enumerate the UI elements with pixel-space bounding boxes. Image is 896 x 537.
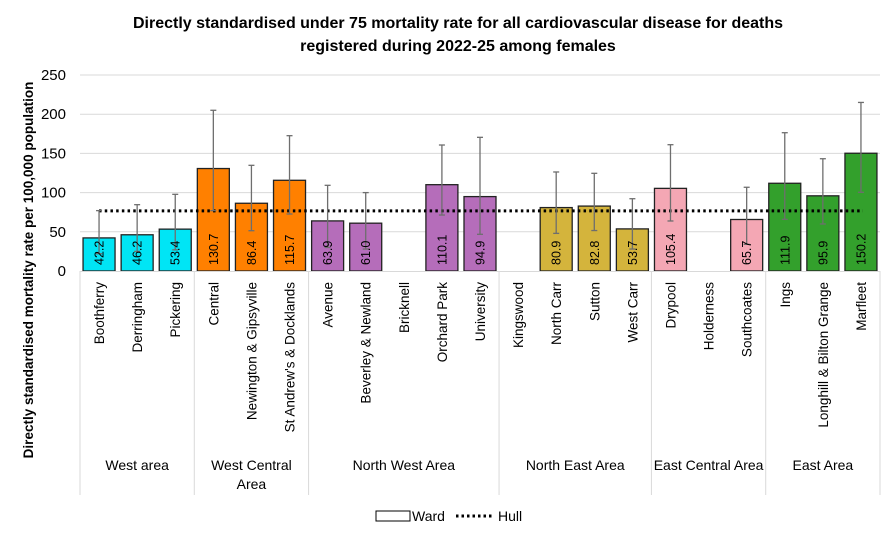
x-axis: Boothferry Derringham Pickering West area Ce…: [79, 271, 881, 495]
bars: [82, 152, 878, 272]
x-tick-label: Southcoates: [740, 282, 755, 357]
x-tick-label: Holderness: [702, 282, 717, 351]
x-tick-label: Sutton: [587, 282, 602, 321]
data-label: 111.9: [778, 236, 792, 265]
data-label: 95.9: [816, 241, 830, 265]
x-tick-label: St Andrew's & Docklands: [283, 282, 298, 433]
y-tick-label: 100: [41, 185, 66, 202]
y-tick-label: 150: [41, 145, 66, 162]
x-tick-label: Longhill & Bilton Grange: [816, 282, 831, 428]
legend: Ward Hull: [375, 508, 522, 524]
x-tick-label: Central: [206, 282, 221, 326]
x-tick-label: Marfleet: [854, 282, 869, 331]
data-labels: 42.2 46.2 53.4 130.7 86.4 115.7 63.9 61.0 110.1 9…: [93, 234, 869, 265]
data-label: 130.7: [207, 234, 221, 265]
x-tick-label: Drypool: [663, 282, 678, 329]
data-label: 110.1: [435, 235, 449, 265]
x-tick-label: University: [473, 282, 488, 342]
x-tick-label: Bricknell: [397, 282, 412, 333]
group-label: North East Area: [526, 457, 625, 473]
y-tick-label: 0: [58, 263, 66, 280]
chart-title-line-1: Directly standardised under 75 mortality…: [133, 15, 783, 32]
data-label: 105.4: [664, 234, 678, 265]
x-tick-label: West Carr: [625, 282, 640, 343]
x-tick-label: Pickering: [168, 282, 183, 338]
y-tick-label: 250: [41, 67, 66, 84]
data-label: 53.4: [169, 241, 183, 265]
chart-title-line-2: registered during 2022-25 among females: [300, 38, 616, 55]
data-label: 150.2: [854, 234, 868, 265]
data-label: 80.9: [550, 241, 564, 265]
x-tick-label: Avenue: [321, 282, 336, 328]
data-label: 63.9: [321, 241, 335, 265]
data-label: 94.9: [474, 241, 488, 265]
x-tick-label: Derringham: [130, 282, 145, 353]
data-label: 61.0: [359, 241, 373, 265]
group-label: East Area: [793, 457, 854, 473]
x-tick-label: Kingswood: [511, 282, 526, 348]
legend-hull-label: Hull: [498, 508, 522, 524]
group-label: North West Area: [353, 457, 456, 473]
data-label: 65.7: [740, 241, 754, 265]
y-axis-title: Directly standardised mortality rate per…: [21, 82, 36, 459]
group-label: West area: [105, 457, 169, 473]
error-bars: [96, 101, 864, 255]
group-label: West Central Area: [211, 457, 292, 492]
data-label: 46.2: [131, 241, 145, 265]
data-label: 42.2: [93, 241, 107, 265]
y-tick-label: 50: [49, 224, 66, 241]
data-label: 115.7: [283, 235, 297, 265]
x-tick-label: Orchard Park: [435, 282, 450, 363]
group-label: East Central Area: [654, 457, 764, 473]
x-tick-label: North Carr: [549, 282, 564, 346]
y-axis-ticks: 0 50 100 150 200 250: [41, 67, 66, 280]
legend-ward-swatch: [375, 510, 411, 522]
x-tick-label: Ings: [778, 282, 793, 308]
data-label: 82.8: [588, 241, 602, 265]
x-tick-label: Beverley & Newland: [359, 282, 374, 404]
data-label: 86.4: [245, 241, 259, 265]
x-tick-label: Boothferry: [92, 282, 107, 345]
legend-ward-label: Ward: [412, 508, 445, 524]
x-tick-label: Newington & Gipsyville: [244, 282, 259, 420]
y-tick-label: 200: [41, 106, 66, 123]
data-label: 53.7: [626, 241, 640, 265]
